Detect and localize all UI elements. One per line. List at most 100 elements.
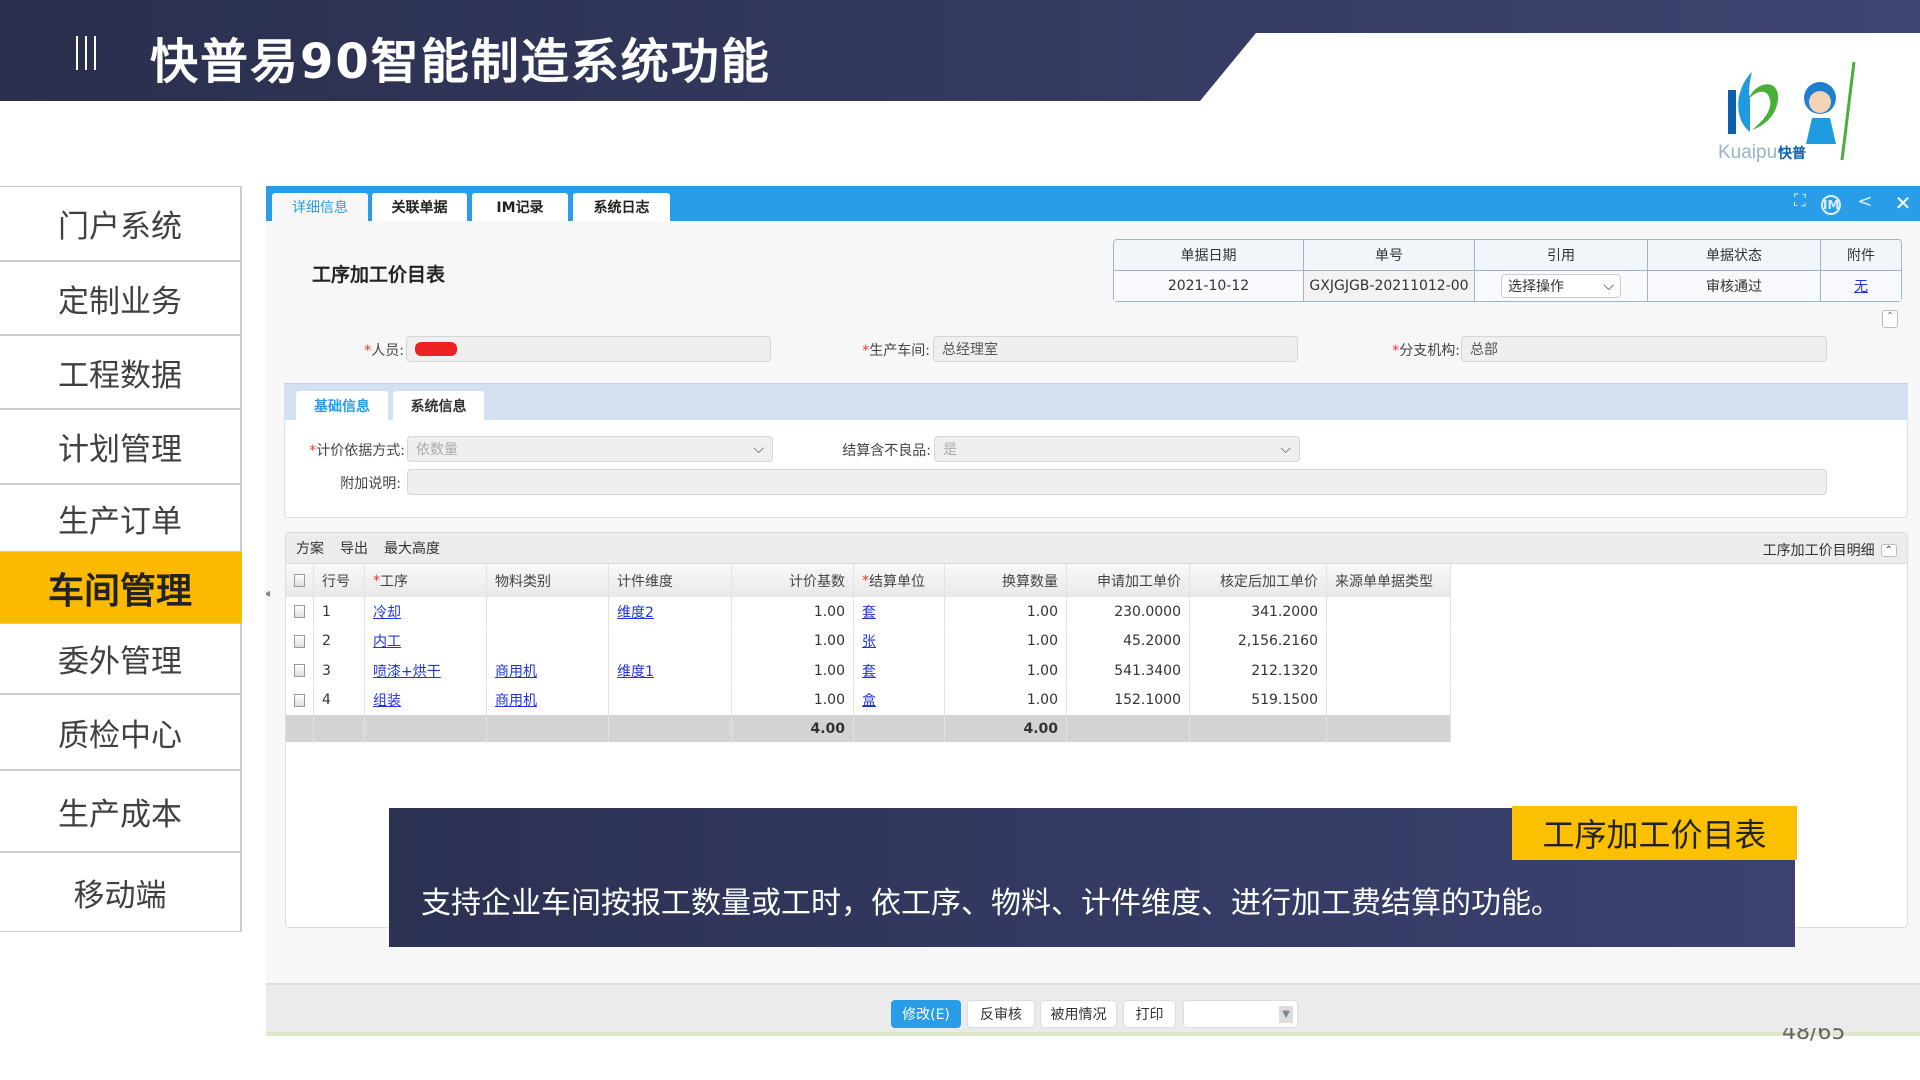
tab-bar: 详细信息 关联单据 IM记录 系统日志 ⛶ IM < ✕ <box>266 186 1920 221</box>
print-template-select[interactable]: ▼ <box>1183 1000 1298 1028</box>
table-cell <box>286 685 314 715</box>
include-defects-select[interactable]: 是 ⌵ <box>934 436 1300 462</box>
table-cell: 1.00 <box>732 597 854 626</box>
sidebar-item[interactable]: 生产订单 <box>0 484 242 552</box>
reference-select[interactable]: 选择操作 ⌵ <box>1501 274 1621 298</box>
sidebar-item[interactable]: 工程数据 <box>0 335 242 409</box>
table-cell: 2,156.2160 <box>1190 626 1327 656</box>
table-cell <box>1327 597 1451 626</box>
column-header: 换算数量 <box>945 564 1067 597</box>
person-field[interactable] <box>406 336 771 362</box>
row-checkbox[interactable] <box>294 693 305 707</box>
subtab-bar: 基础信息 系统信息 <box>284 383 1908 421</box>
tab-details[interactable]: 详细信息 <box>272 193 368 221</box>
table-cell <box>609 626 732 656</box>
dropdown-arrow-icon: ▼ <box>1279 1005 1293 1023</box>
table-cell: 541.3400 <box>1067 656 1190 685</box>
cell-link[interactable]: 盒 <box>862 693 876 709</box>
cell-link[interactable]: 冷却 <box>373 604 401 621</box>
cell-link[interactable]: 维度1 <box>617 663 654 680</box>
column-header: 计价基数 <box>732 564 854 597</box>
table-cell <box>286 597 314 626</box>
sidebar-item[interactable]: 委外管理 <box>0 623 242 694</box>
table-cell: 1 <box>314 597 365 626</box>
reference-select-value: 选择操作 <box>1508 279 1564 295</box>
column-header-label: 结算单位 <box>869 573 925 590</box>
row-checkbox[interactable] <box>294 634 305 648</box>
sidebar-item[interactable]: 移动端 <box>0 852 242 932</box>
column-header-label: 申请加工单价 <box>1097 573 1181 590</box>
share-icon[interactable]: < <box>1857 191 1873 212</box>
cell-link[interactable]: 组装 <box>373 693 401 709</box>
collapse-left-icon[interactable]: ◂ <box>266 586 271 600</box>
grid-header-row: 行号 * 工序 物料类别 计件维度 计价基数 * 结算单位 换算数量 申请加工单价 核定后加工单价来… <box>286 564 1451 597</box>
collapse-up-icon[interactable]: ⌃ <box>1882 310 1898 328</box>
person-label: *人员: <box>364 343 404 359</box>
table-row: 4 组装 商用机 1.00 盒 1.00 152.1000 519.1500 <box>286 685 1451 715</box>
close-icon[interactable]: ✕ <box>1894 191 1912 215</box>
tab-system-log[interactable]: 系统日志 <box>573 193 670 221</box>
column-header-label: 核定后加工单价 <box>1220 573 1318 590</box>
usage-button[interactable]: 被用情况 <box>1040 1000 1117 1028</box>
tab-im-records[interactable]: IM记录 <box>472 193 568 221</box>
grid-export-button[interactable]: 导出 <box>340 541 368 557</box>
row-checkbox[interactable] <box>294 605 305 618</box>
tab-related-docs[interactable]: 关联单据 <box>372 193 467 221</box>
subtab-system-info[interactable]: 系统信息 <box>393 391 484 421</box>
pricing-method-value: 依数量 <box>416 442 458 458</box>
unapprove-button[interactable]: 反审核 <box>967 1000 1035 1028</box>
cell-link[interactable]: 商用机 <box>495 663 537 680</box>
attachment-link[interactable]: 无 <box>1854 279 1868 295</box>
column-header: 行号 <box>314 564 365 597</box>
cell-link[interactable]: 内工 <box>373 634 401 650</box>
workshop-field[interactable]: 总经理室 <box>933 336 1298 362</box>
callout-box: 支持企业车间按报工数量或工时，依工序、物料、计件维度、进行加工费结算的功能。 <box>389 808 1795 947</box>
sidebar-item[interactable]: 定制业务 <box>0 261 242 335</box>
grid-scheme-button[interactable]: 方案 <box>296 541 324 557</box>
column-header-label: 计件维度 <box>617 573 673 590</box>
document-info-table: 单据日期 2021-10-12 单号 GXJGJGB-20211012-00 引用选… <box>1113 239 1902 302</box>
table-cell: 维度1 <box>609 656 732 685</box>
table-cell: 1.00 <box>732 685 854 715</box>
callout-label: 工序加工价目表 <box>1512 806 1797 860</box>
table-cell: 212.1320 <box>1190 656 1327 685</box>
table-cell: 341.2000 <box>1190 597 1327 626</box>
expand-icon[interactable]: ⛶ <box>1794 191 1806 211</box>
include-defects-value: 是 <box>943 442 957 458</box>
table-cell: 45.2000 <box>1067 626 1190 656</box>
note-textarea[interactable] <box>407 469 1827 495</box>
cell-link[interactable]: 喷漆+烘干 <box>373 663 441 680</box>
table-cell <box>1327 656 1451 685</box>
sidebar-item[interactable]: 计划管理 <box>0 409 242 484</box>
column-header: 核定后加工单价 <box>1190 564 1327 597</box>
pricing-method-select[interactable]: 依数量 ⌵ <box>407 436 773 462</box>
workshop-value: 总经理室 <box>942 342 998 358</box>
table-cell: 519.1500 <box>1190 685 1327 715</box>
grid-toolbar: 方案 导出 最大高度 <box>286 533 1907 564</box>
row-checkbox[interactable] <box>294 664 305 677</box>
chevron-down-icon: ⌵ <box>1603 278 1614 294</box>
table-cell <box>1190 715 1327 742</box>
cell-link[interactable]: 商用机 <box>495 693 537 709</box>
sidebar-item[interactable]: 门户系统 <box>0 186 242 261</box>
sidebar-item[interactable]: 车间管理 <box>0 552 242 623</box>
column-header: * 结算单位 <box>854 564 945 597</box>
table-cell <box>609 685 732 715</box>
branch-value: 总部 <box>1470 342 1498 358</box>
cell-link[interactable]: 套 <box>862 604 876 621</box>
cell-link[interactable]: 张 <box>862 634 876 650</box>
im-icon[interactable]: IM <box>1821 195 1841 215</box>
row-checkbox[interactable] <box>294 574 305 587</box>
sidebar-item[interactable]: 质检中心 <box>0 694 242 770</box>
cell-link[interactable]: 维度2 <box>617 604 654 621</box>
cell-link[interactable]: 套 <box>862 663 876 680</box>
subtab-basic-info[interactable]: 基础信息 <box>296 391 388 421</box>
collapse-up-icon[interactable]: ⌃ <box>1880 543 1897 557</box>
edit-button[interactable]: 修改(E) <box>891 1000 961 1028</box>
print-button[interactable]: 打印 <box>1123 1000 1176 1028</box>
info-header-attachment: 附件 <box>1821 240 1901 271</box>
sidebar-item[interactable]: 生产成本 <box>0 770 242 852</box>
branch-field[interactable]: 总部 <box>1461 336 1827 362</box>
grid-max-height-button[interactable]: 最大高度 <box>384 541 440 557</box>
pricing-method-label: *计价依据方式: <box>309 443 405 459</box>
